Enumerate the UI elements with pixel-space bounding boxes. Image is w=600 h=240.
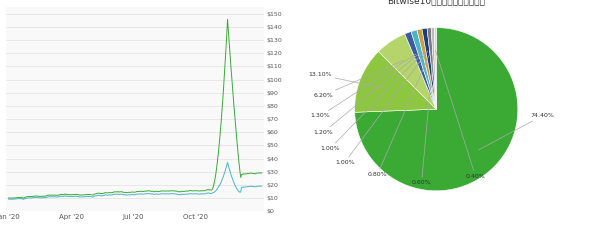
Wedge shape: [434, 28, 436, 109]
Text: 1.00%: 1.00%: [335, 51, 428, 165]
Wedge shape: [417, 29, 436, 109]
Text: 1.30%: 1.30%: [310, 54, 416, 118]
Wedge shape: [355, 52, 436, 112]
Wedge shape: [411, 30, 436, 109]
Wedge shape: [405, 32, 436, 109]
Text: 0.80%: 0.80%: [368, 51, 431, 177]
Text: 6.20%: 6.20%: [314, 60, 404, 98]
Text: 1.00%: 1.00%: [320, 52, 424, 151]
Text: 13.10%: 13.10%: [308, 72, 382, 88]
Wedge shape: [422, 28, 436, 109]
Text: 1.20%: 1.20%: [314, 53, 420, 135]
Text: 0.60%: 0.60%: [412, 50, 434, 185]
Title: Bitwise10加密指数基金持仓分布: Bitwise10加密指数基金持仓分布: [388, 0, 485, 5]
Wedge shape: [379, 34, 436, 109]
Wedge shape: [431, 28, 436, 109]
Wedge shape: [427, 28, 436, 109]
Text: 74.40%: 74.40%: [479, 113, 554, 150]
Text: 0.40%: 0.40%: [436, 50, 485, 179]
Wedge shape: [355, 28, 518, 191]
